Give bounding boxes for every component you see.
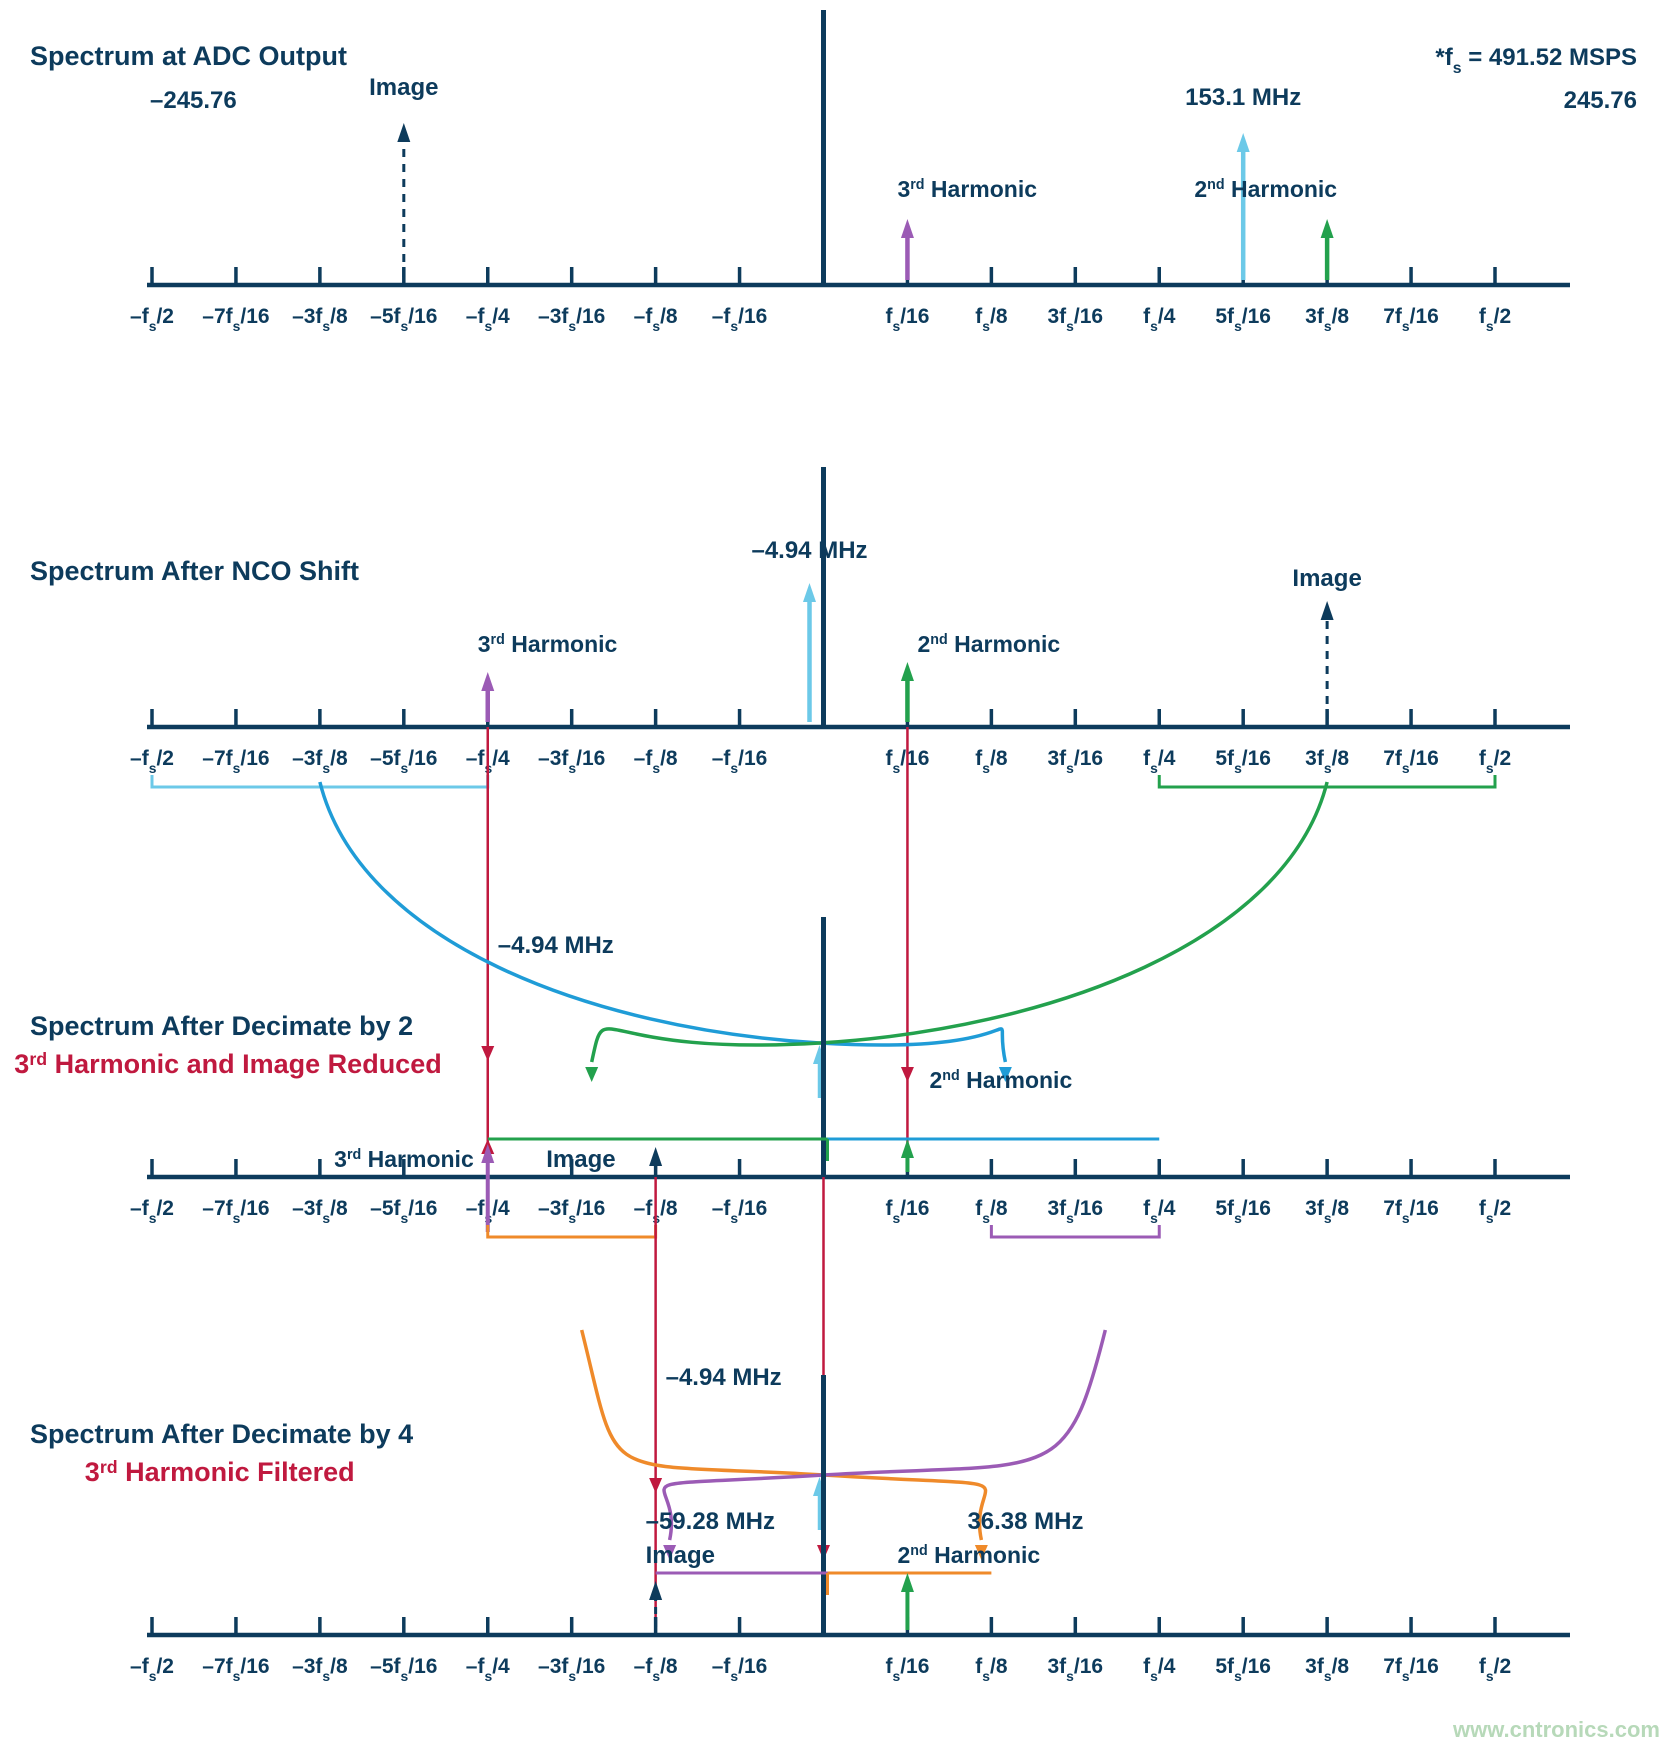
svg-text:Spectrum After Decimate by 2: Spectrum After Decimate by 2 (30, 1011, 413, 1041)
svg-text:–4.94 MHz: –4.94 MHz (666, 1364, 782, 1391)
svg-text:153.1 MHz: 153.1 MHz (1185, 84, 1301, 111)
svg-text:36.38 MHz: 36.38 MHz (967, 1508, 1083, 1535)
svg-text:Spectrum After Decimate by 4: Spectrum After Decimate by 4 (30, 1419, 413, 1449)
svg-text:Image: Image (369, 74, 438, 101)
svg-text:3rd Harmonic Filtered: 3rd Harmonic Filtered (85, 1457, 355, 1487)
svg-text:Image: Image (1292, 565, 1361, 592)
svg-text:3rd Harmonic and Image Reduced: 3rd Harmonic and Image Reduced (14, 1049, 441, 1079)
svg-text:–4.94 MHz: –4.94 MHz (498, 932, 614, 959)
svg-text:–245.76: –245.76 (150, 87, 237, 114)
svg-text:Spectrum at ADC Output: Spectrum at ADC Output (30, 41, 347, 71)
svg-text:245.76: 245.76 (1564, 87, 1637, 114)
svg-text:Image: Image (646, 1542, 715, 1569)
svg-text:–4.94 MHz: –4.94 MHz (751, 537, 867, 564)
svg-text:Image: Image (546, 1146, 615, 1173)
svg-text:www.cntronics.com: www.cntronics.com (1452, 1717, 1660, 1742)
svg-text:–59.28 MHz: –59.28 MHz (646, 1508, 775, 1535)
svg-text:Spectrum After NCO Shift: Spectrum After NCO Shift (30, 556, 359, 586)
